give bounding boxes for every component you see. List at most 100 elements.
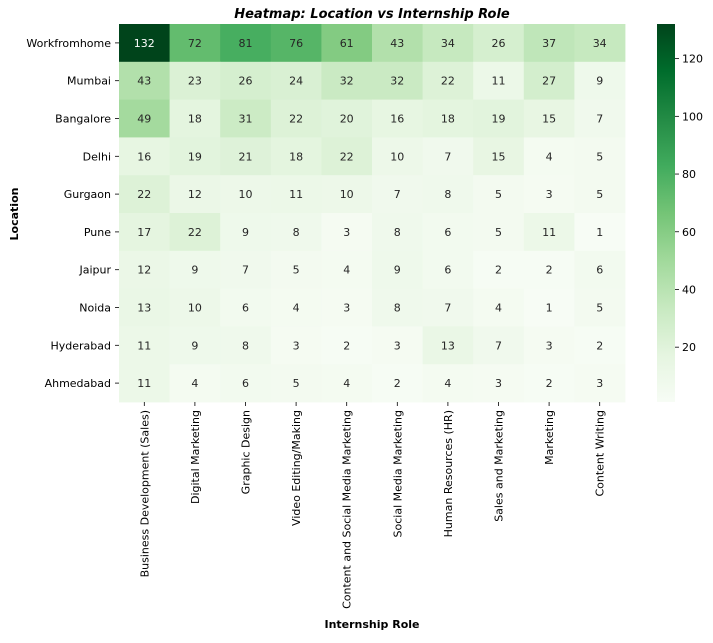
heatmap-cell: [220, 250, 272, 289]
cell-value-label: 3: [293, 339, 300, 352]
cell-value-label: 61: [340, 37, 354, 50]
heatmap-cell: [169, 61, 221, 100]
cell-value-label: 3: [495, 377, 502, 390]
cell-value-label: 5: [495, 226, 502, 239]
x-tick-label: Business Development (Sales): [138, 410, 151, 577]
cell-value-label: 22: [137, 188, 151, 201]
cell-value-label: 3: [394, 339, 401, 352]
cell-value-label: 27: [542, 75, 556, 88]
heatmap-cells: [119, 24, 626, 403]
colorbar-ticks: 20 40 60 80 100 120: [675, 53, 703, 354]
heatmap-cell: [523, 326, 575, 365]
heatmap-cell: [523, 250, 575, 289]
x-tick-label: Social Media Marketing: [391, 410, 404, 537]
heatmap-cell: [422, 213, 474, 252]
cell-value-label: 32: [390, 75, 404, 88]
cell-value-label: 8: [394, 302, 401, 315]
x-tick-label: Human Resources (HR): [442, 410, 455, 537]
heatmap-cell: [270, 288, 322, 327]
cell-value-label: 8: [242, 339, 249, 352]
heatmap-cell: [169, 175, 221, 214]
cell-value-label: 16: [137, 150, 151, 163]
heatmap-cell: [523, 288, 575, 327]
heatmap-cell: [473, 326, 525, 365]
heatmap-cell: [523, 213, 575, 252]
cell-value-label: 8: [293, 226, 300, 239]
heatmap-cell: [523, 99, 575, 138]
cell-value-label: 4: [546, 150, 553, 163]
cell-value-label: 2: [546, 377, 553, 390]
heatmap-cell: [321, 24, 373, 63]
heatmap-cell: [169, 213, 221, 252]
heatmap-cell: [119, 213, 170, 252]
heatmap-cell: [574, 364, 626, 403]
cell-value-label: 13: [137, 302, 151, 315]
heatmap-cell: [574, 24, 626, 63]
cell-value-label: 4: [495, 302, 502, 315]
heatmap-cell: [372, 364, 423, 403]
heatmap-cell: [473, 364, 525, 403]
cell-value-label: 26: [239, 75, 253, 88]
colorbar-tick-label: 40: [682, 283, 696, 296]
cell-value-label: 16: [390, 113, 404, 126]
colorbar-tick-label: 60: [682, 226, 696, 239]
colorbar-tick-label: 80: [682, 168, 696, 181]
heatmap-cell: [372, 175, 423, 214]
cell-value-label: 3: [546, 188, 553, 201]
cell-value-label: 81: [239, 37, 253, 50]
heatmap-cell: [422, 137, 474, 176]
heatmap-cell: [220, 137, 272, 176]
heatmap-cell: [119, 99, 170, 138]
heatmap-cell: [372, 250, 423, 289]
heatmap-cell: [422, 326, 474, 365]
heatmap-cell: [473, 61, 525, 100]
heatmap-cell: [270, 99, 322, 138]
cell-value-label: 11: [289, 188, 303, 201]
heatmap-cell: [220, 99, 272, 138]
cell-value-label: 3: [596, 377, 603, 390]
cell-value-label: 4: [444, 377, 451, 390]
heatmap-cell: [220, 61, 272, 100]
cell-value-label: 5: [495, 188, 502, 201]
heatmap-cell: [321, 364, 373, 403]
cell-value-label: 5: [293, 264, 300, 277]
cell-value-label: 34: [441, 37, 455, 50]
cell-value-label: 72: [188, 37, 202, 50]
heatmap-cell: [270, 137, 322, 176]
cell-value-label: 2: [343, 339, 350, 352]
heatmap-cell: [321, 175, 373, 214]
heatmap-cell: [422, 364, 474, 403]
heatmap-cell: [422, 175, 474, 214]
cell-value-label: 2: [495, 264, 502, 277]
heatmap-cell: [119, 137, 170, 176]
y-tick-label: Ahmedabad: [45, 377, 111, 390]
heatmap-cell: [220, 288, 272, 327]
heatmap-cell: [574, 175, 626, 214]
heatmap-cell: [169, 250, 221, 289]
cell-value-label: 22: [340, 150, 354, 163]
cell-value-label: 5: [293, 377, 300, 390]
cell-value-label: 9: [242, 226, 249, 239]
cell-value-label: 10: [390, 150, 404, 163]
cell-value-label: 24: [289, 75, 303, 88]
cell-value-label: 3: [343, 302, 350, 315]
x-tick-label: Digital Marketing: [189, 410, 202, 504]
heatmap-cell: [523, 364, 575, 403]
heatmap-cell: [119, 250, 170, 289]
y-axis-ticks: Workfromhome Mumbai Bangalore Delhi Gurgaon P…: [26, 37, 119, 390]
heatmap-cell: [523, 175, 575, 214]
heatmap-cell: [270, 213, 322, 252]
cell-value-label: 6: [596, 264, 603, 277]
cell-value-label: 1: [546, 302, 553, 315]
cell-value-label: 12: [137, 264, 151, 277]
heatmap-cell: [119, 175, 170, 214]
cell-value-label: 11: [137, 377, 151, 390]
cell-value-label: 7: [444, 302, 451, 315]
heatmap-cell: [169, 288, 221, 327]
heatmap-cell: [169, 99, 221, 138]
x-tick-label: Video Editing/Making: [290, 410, 303, 526]
cell-value-label: 19: [188, 150, 202, 163]
heatmap-cell: [372, 24, 423, 63]
heatmap-cell: [270, 61, 322, 100]
